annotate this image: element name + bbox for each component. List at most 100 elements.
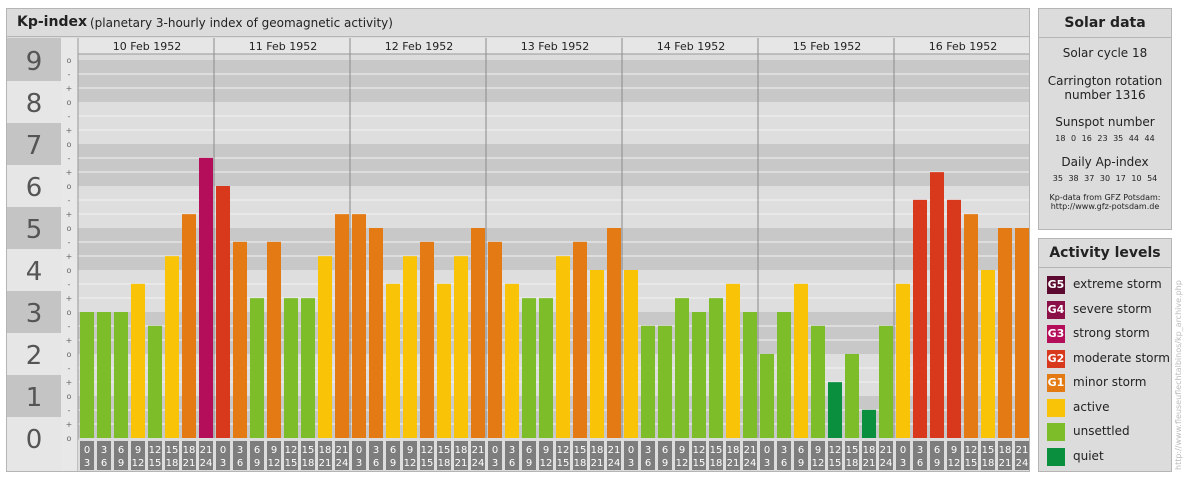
interval-cell [522,441,536,470]
ap-index-values: 35 38 37 30 17 10 54 [1052,174,1158,183]
interval-start-label: 6 [798,445,804,456]
kp-bar [114,312,128,438]
sub-tick-label: o [67,56,72,65]
kp-chart: 0123456789o+-o+-o+-o+-o+-o+-o+-o+-o+-o03… [7,38,1029,471]
kp-band-7 [78,102,1029,144]
interval-start-label: 12 [149,445,162,456]
interval-end-label: 6 [645,458,651,469]
kp-bar [369,228,383,438]
interval-end-label: 9 [662,458,668,469]
interval-start-label: 21 [472,445,485,456]
interval-start-label: 15 [438,445,451,456]
interval-cell [828,441,842,470]
sub-tick-label: - [68,70,71,79]
interval-cell [233,441,247,470]
interval-cell [896,441,910,470]
interval-start-label: 15 [846,445,859,456]
interval-end-label: 12 [268,458,281,469]
interval-end-label: 12 [948,458,961,469]
interval-end-label: 24 [472,458,485,469]
source-link[interactable]: http://www.gfz-potsdam.de [1050,202,1160,211]
day-label: 10 Feb 1952 [113,40,181,53]
kp-bar [284,298,298,438]
interval-cell [981,441,995,470]
level-badge [1047,423,1065,441]
activity-level-unsettled: unsettled [1047,422,1171,444]
interval-cell [216,441,230,470]
interval-start-label: 12 [693,445,706,456]
interval-end-label: 3 [356,458,362,469]
interval-start-label: 0 [764,445,770,456]
interval-end-label: 6 [509,458,515,469]
interval-start-label: 3 [237,445,243,456]
interval-cell [369,441,383,470]
watermark: http://www.fleuseuflechtalbinos/kp_archi… [1174,280,1183,470]
interval-start-label: 15 [166,445,179,456]
sub-tick-label: - [68,280,71,289]
kp-bar [488,241,502,438]
kp-bar [913,199,927,438]
level-label: quiet [1073,448,1104,463]
interval-cell [437,441,451,470]
interval-end-label: 6 [237,458,243,469]
interval-cell [97,441,111,470]
interval-end-label: 3 [84,458,90,469]
kp-bar [607,228,621,438]
interval-cell [964,441,978,470]
interval-start-label: 3 [781,445,787,456]
y-tick-label: 7 [26,131,43,161]
interval-end-label: 9 [798,458,804,469]
sub-tick-label: - [68,112,71,121]
interval-end-label: 15 [965,458,978,469]
kp-bar [148,325,162,438]
interval-end-label: 15 [421,458,434,469]
interval-start-label: 12 [829,445,842,456]
sub-tick-label: o [67,350,72,359]
interval-start-label: 9 [679,445,685,456]
interval-cell [505,441,519,470]
kp-bar [403,256,417,438]
kp-bar [641,325,655,438]
interval-cell [318,441,332,470]
interval-end-label: 18 [438,458,451,469]
interval-end-label: 12 [540,458,553,469]
interval-cell [692,441,706,470]
interval-end-label: 24 [880,458,893,469]
kp-bar [420,241,434,438]
kp-bar [352,214,366,438]
interval-end-label: 3 [900,458,906,469]
interval-end-label: 3 [492,458,498,469]
activity-level-severe-storm: G4 severe storm [1047,300,1171,322]
kp-bar [454,256,468,438]
sub-tick-label: - [68,406,71,415]
sub-tick-label: - [68,364,71,373]
interval-cell [607,441,621,470]
y-axis-cell [7,207,61,249]
kp-bar [794,283,808,438]
interval-cell [726,441,740,470]
interval-start-label: 3 [373,445,379,456]
interval-cell [658,441,672,470]
interval-start-label: 0 [628,445,634,456]
sub-tick-label: + [66,420,73,429]
interval-cell [794,441,808,470]
solar-cycle: Solar cycle 18 [1062,46,1148,60]
interval-cell [301,441,315,470]
level-badge [1047,447,1065,466]
interval-cell [352,441,366,470]
kp-bar [182,214,196,438]
kp-bar [862,409,876,438]
interval-end-label: 12 [812,458,825,469]
interval-start-label: 9 [271,445,277,456]
kp-bar [760,354,774,438]
interval-start-label: 0 [220,445,226,456]
kp-bar [981,270,995,438]
kp-bar [80,312,94,438]
interval-start-label: 18 [319,445,332,456]
interval-start-label: 18 [455,445,468,456]
interval-start-label: 21 [1016,445,1029,456]
interval-cell [165,441,179,470]
interval-cell [590,441,604,470]
interval-cell [573,441,587,470]
interval-cell [930,441,944,470]
